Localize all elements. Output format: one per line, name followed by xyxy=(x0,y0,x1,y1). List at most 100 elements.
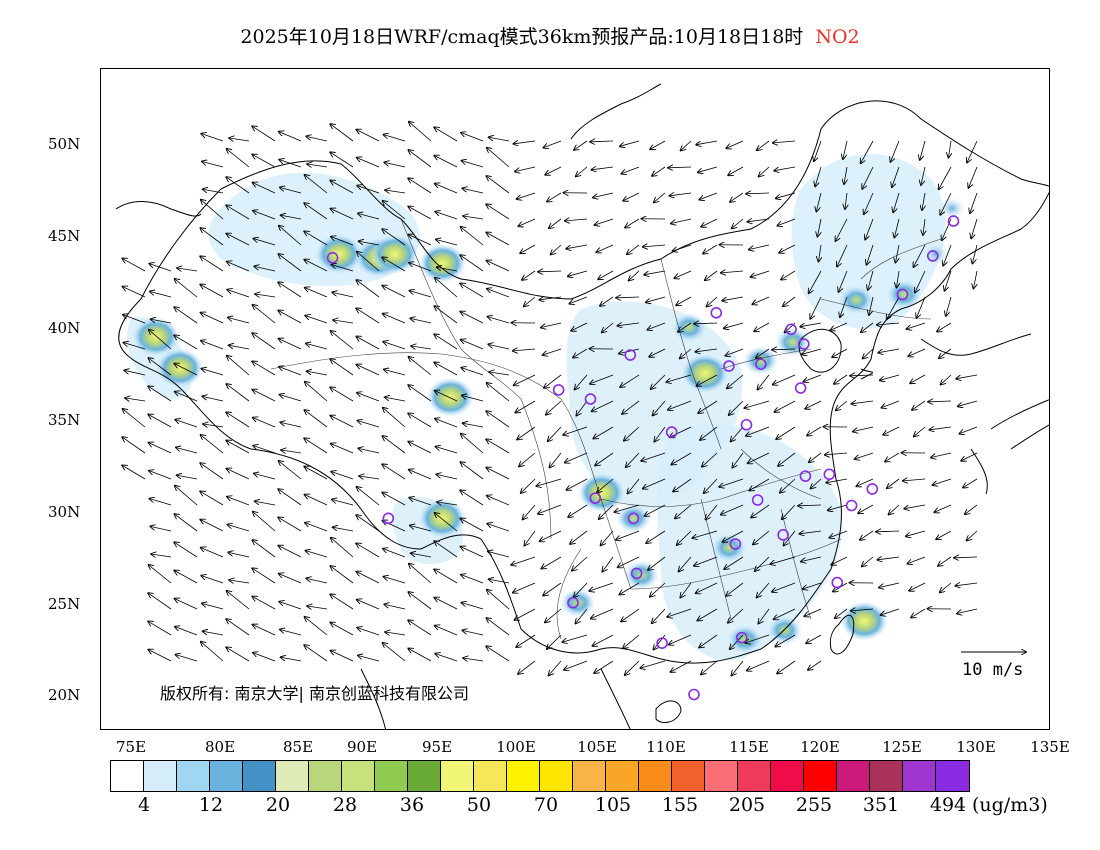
wind-vector-171 xyxy=(674,270,692,278)
wind-vector-195 xyxy=(435,278,458,298)
wind-vector-401 xyxy=(732,452,744,468)
city-marker-11[interactable] xyxy=(665,426,678,438)
city-marker-20[interactable] xyxy=(729,538,742,550)
colorbar-box-21 xyxy=(804,761,837,791)
city-marker-5[interactable] xyxy=(723,360,735,372)
wind-vector-333 xyxy=(668,400,692,410)
wind-vector-491 xyxy=(540,530,562,541)
wind-vector-607 xyxy=(226,619,250,636)
city-marker-15[interactable] xyxy=(567,596,579,609)
wind-vector-273 xyxy=(802,348,822,354)
map-frame[interactable] xyxy=(100,68,1050,730)
wind-vector-223 xyxy=(333,320,354,323)
wind-vector-385 xyxy=(304,438,328,454)
city-marker-8[interactable] xyxy=(798,338,810,350)
lat-label-25: 25N xyxy=(48,595,81,613)
wind-vector-232 xyxy=(571,322,588,331)
city-marker-16[interactable] xyxy=(382,512,395,525)
city-marker-9[interactable] xyxy=(794,382,807,394)
wind-vector-46 xyxy=(622,166,640,174)
wind-vector-437 xyxy=(811,478,822,488)
city-marker-17[interactable] xyxy=(656,637,668,649)
wind-vector-555 xyxy=(543,582,562,596)
city-marker-4[interactable] xyxy=(710,307,723,319)
wind-vector-601 xyxy=(911,608,926,618)
wind-vector-353 xyxy=(330,416,354,428)
city-marker-0[interactable] xyxy=(326,251,339,264)
wind-reference-label: 10 m/s xyxy=(962,660,1024,680)
wind-vector-161 xyxy=(409,263,432,272)
wind-vector-368 xyxy=(731,426,744,441)
city-marker-2[interactable] xyxy=(584,393,597,405)
wind-vector-526 xyxy=(618,556,640,567)
wind-vector-279 xyxy=(124,370,146,376)
wind-vector-288 xyxy=(357,365,380,376)
colorbar-box-2 xyxy=(177,761,210,791)
city-marker-12[interactable] xyxy=(589,492,602,504)
wind-vector-591 xyxy=(652,608,666,623)
wind-vector-305 xyxy=(804,374,822,382)
city-marker-23[interactable] xyxy=(799,470,812,482)
wind-vector-340 xyxy=(852,401,874,404)
wind-vector-563 xyxy=(757,582,770,597)
colorbar-box-22 xyxy=(837,761,870,791)
lat-label-35: 35N xyxy=(48,411,81,429)
city-marker-26[interactable] xyxy=(866,483,879,495)
wind-vector-91 xyxy=(226,205,250,220)
wind-vector-248 xyxy=(149,330,172,350)
city-marker-10[interactable] xyxy=(740,418,753,431)
city-marker-1[interactable] xyxy=(552,384,565,396)
wind-vector-600 xyxy=(881,608,900,615)
wind-vector-141 xyxy=(749,244,770,250)
wind-vector-549 xyxy=(384,577,406,584)
wind-vector-441 xyxy=(903,479,926,481)
wind-vector-65 xyxy=(330,181,354,194)
wind-vector-127 xyxy=(382,229,406,246)
city-marker-27[interactable] xyxy=(831,576,844,589)
wind-vector-54 xyxy=(844,166,847,184)
city-marker-25[interactable] xyxy=(845,499,858,512)
wind-vector-389 xyxy=(408,442,432,454)
city-marker-28[interactable] xyxy=(896,288,909,301)
wind-vector-287 xyxy=(330,359,354,376)
wind-vector-53 xyxy=(815,166,822,186)
wind-vector-239 xyxy=(754,322,770,331)
wind-vector-377 xyxy=(960,426,978,434)
wind-vector-585 xyxy=(487,590,510,610)
wind-vector-611 xyxy=(330,623,354,636)
wind-vector-346 xyxy=(148,415,172,428)
wind-vector-201 xyxy=(600,296,614,306)
city-marker-29[interactable] xyxy=(926,250,939,262)
wind-vector-561 xyxy=(696,582,718,593)
city-marker-13[interactable] xyxy=(627,512,640,525)
wind-vector-475 xyxy=(965,504,978,514)
city-marker-24[interactable] xyxy=(823,468,836,481)
city-marker-30[interactable] xyxy=(947,215,960,227)
colorbar-box-8 xyxy=(375,761,408,791)
city-marker-22[interactable] xyxy=(777,529,789,541)
lon-label-75: 75E xyxy=(115,738,147,756)
city-marker-14[interactable] xyxy=(630,567,643,580)
city-marker-7[interactable] xyxy=(785,323,797,336)
wind-vector-458 xyxy=(523,504,536,519)
wind-vector-294 xyxy=(514,374,536,385)
city-marker-6[interactable] xyxy=(755,358,767,371)
wind-vector-512 xyxy=(252,540,276,558)
city-marker-21[interactable] xyxy=(751,494,764,506)
wind-vector-14 xyxy=(574,140,588,150)
wind-vector-260 xyxy=(461,340,484,350)
wind-vector-459 xyxy=(538,504,562,514)
city-marker-3[interactable] xyxy=(624,349,637,361)
wind-vector-462 xyxy=(614,504,640,512)
wind-vector-481 xyxy=(278,517,302,532)
wind-vector-304 xyxy=(773,374,796,385)
city-marker-18[interactable] xyxy=(735,631,748,644)
wind-vector-120 xyxy=(200,228,224,246)
wind-vector-123 xyxy=(279,226,302,246)
wind-vector-639 xyxy=(383,643,406,662)
wind-vector-605 xyxy=(175,627,198,636)
wind-vector-316 xyxy=(226,384,250,402)
wind-vector-630 xyxy=(148,650,172,662)
wind-vector-47 xyxy=(652,166,666,176)
city-marker-19[interactable] xyxy=(688,688,700,701)
